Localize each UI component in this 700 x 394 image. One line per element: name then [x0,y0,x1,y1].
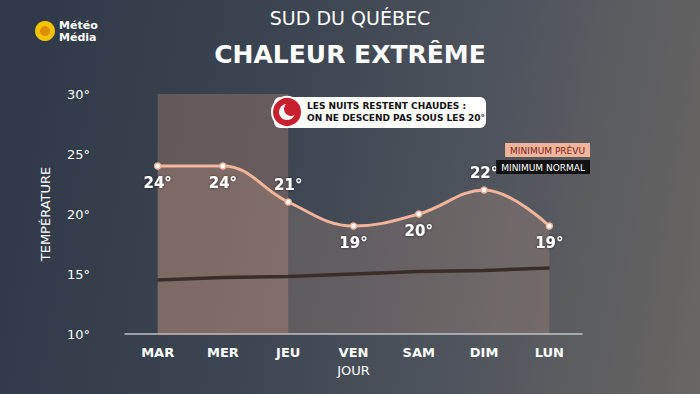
svg-text:19°: 19° [535,234,563,252]
svg-text:MER: MER [207,345,239,360]
svg-text:JOUR: JOUR [336,363,370,378]
svg-text:LES NUITS RESTENT CHAUDES :: LES NUITS RESTENT CHAUDES : [307,101,466,111]
svg-text:MINIMUM NORMAL: MINIMUM NORMAL [501,163,585,173]
svg-text:21°: 21° [274,176,302,194]
svg-text:TEMPÉRATURE: TEMPÉRATURE [38,167,53,263]
svg-text:ON NE DESCEND PAS SOUS LES 20°: ON NE DESCEND PAS SOUS LES 20° [307,113,485,123]
svg-text:20°: 20° [405,222,433,240]
svg-text:10°: 10° [67,327,90,342]
svg-text:SAM: SAM [403,345,435,360]
svg-text:22°: 22° [470,164,498,182]
svg-text:LUN: LUN [535,345,564,360]
svg-text:Météo: Météo [59,19,98,32]
svg-text:24°: 24° [209,174,237,192]
svg-text:VEN: VEN [339,345,369,360]
svg-text:DIM: DIM [470,345,499,360]
svg-text:25°: 25° [67,147,90,162]
svg-text:20°: 20° [67,207,90,222]
svg-text:JEU: JEU [275,345,300,360]
svg-text:SUD DU QUÉBEC: SUD DU QUÉBEC [270,7,430,29]
svg-text:24°: 24° [143,174,171,192]
svg-text:MAR: MAR [141,345,174,360]
svg-text:15°: 15° [67,267,90,282]
svg-text:MINIMUM PRÉVU: MINIMUM PRÉVU [510,145,585,156]
svg-text:30°: 30° [67,87,90,102]
svg-text:CHALEUR EXTRÊME: CHALEUR EXTRÊME [214,40,486,69]
svg-text:19°: 19° [339,234,367,252]
svg-text:Média: Média [59,31,96,44]
